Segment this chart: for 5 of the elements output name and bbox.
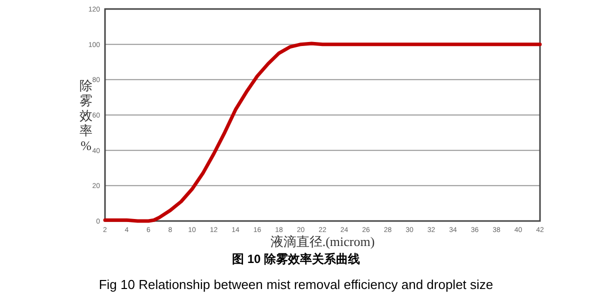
line-series [103,42,542,223]
caption: Fig 10 Relationship between mist removal efficiency and droplet size [98,277,494,292]
y-axis-title: 除雾效率% [80,78,92,153]
caption: 图 10 除雾效率关系曲线 [232,252,360,266]
x-axis-title: 液滴直径.(microm) [270,234,375,249]
